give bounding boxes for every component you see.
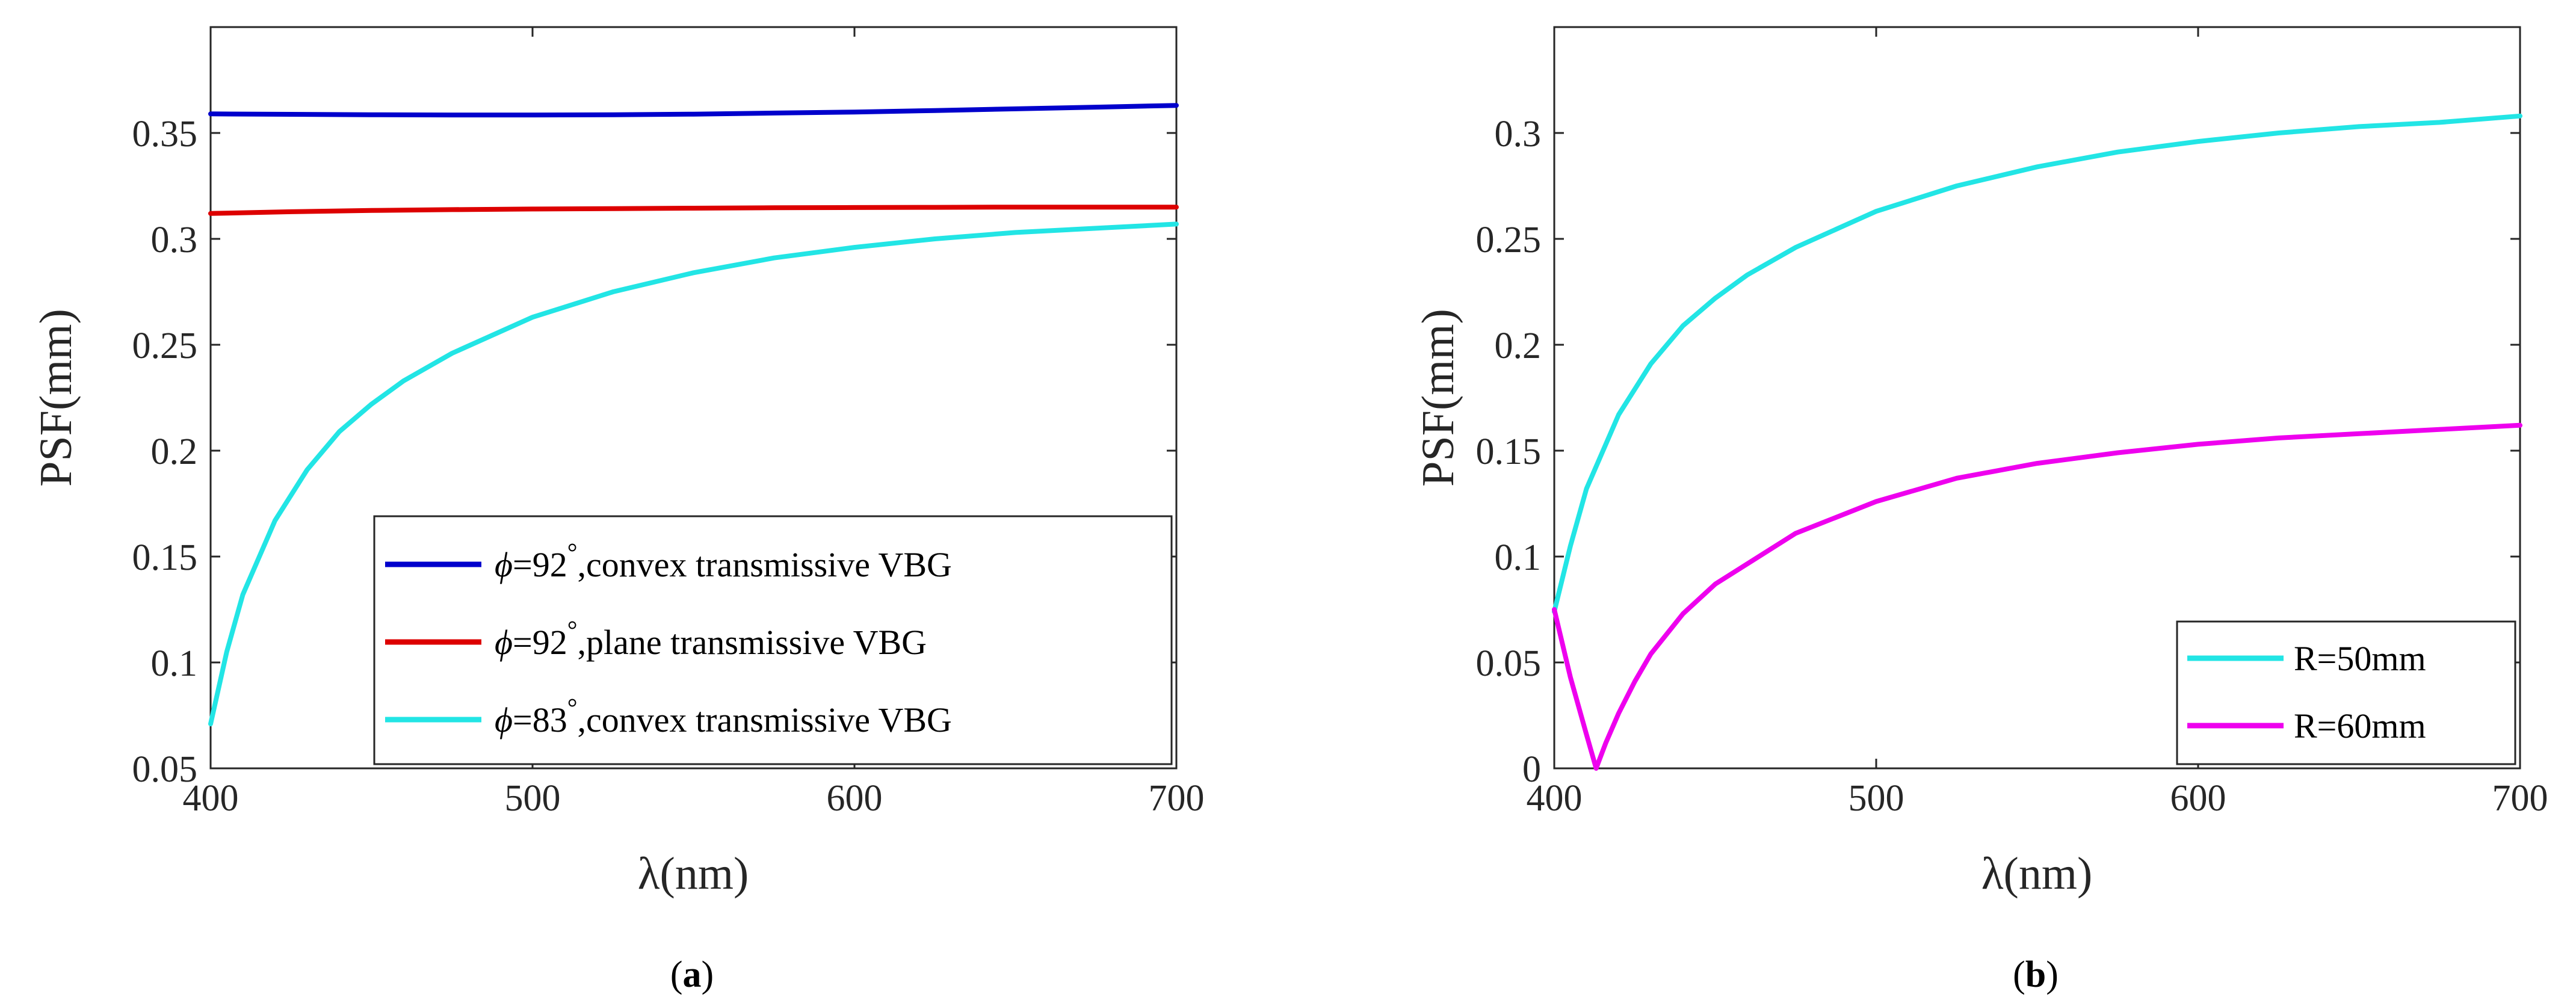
panel-b-series-line-1 bbox=[1552, 113, 2522, 614]
legend-description: ,plane transmissive VBG bbox=[578, 623, 927, 662]
panel-b-legend-box bbox=[2176, 620, 2516, 765]
panel-b-x-tick-label: 600 bbox=[2170, 778, 2226, 819]
panel-a-x-tick-label: 400 bbox=[183, 778, 239, 819]
caption-open-paren: ( bbox=[670, 954, 683, 995]
panel-a-y-axis-label: PSF(mm) bbox=[31, 309, 81, 487]
panel-a-series-group bbox=[208, 103, 1179, 727]
caption-letter: a bbox=[683, 954, 702, 995]
panel-a-y-tick-label: 0.25 bbox=[132, 326, 198, 366]
panel-a-legend-box bbox=[373, 515, 1173, 765]
caption-letter: b bbox=[2025, 954, 2046, 995]
degree-symbol: ° bbox=[567, 539, 578, 567]
panel-b-y-tick-label: 0.05 bbox=[1476, 643, 1542, 684]
panel-a-legend: ϕ=92°,convex transmissive VBG ϕ=92°,plan… bbox=[373, 515, 1173, 765]
panel-a-chart: 400 500 600 700 0.05 0.1 0.15 0.2 0.25 0.3 0.35 λ(… bbox=[31, 26, 1205, 995]
panel-a-y-tick-label: 0.15 bbox=[132, 537, 198, 578]
panel-a-x-axis-label: λ(nm) bbox=[638, 848, 749, 899]
panel-b-x-axis-label: λ(nm) bbox=[1981, 848, 2093, 899]
caption-close-paren: ) bbox=[702, 954, 714, 995]
panel-b-y-tick-label: 0.1 bbox=[1495, 537, 1542, 578]
legend-description: ,convex transmissive VBG bbox=[578, 545, 952, 584]
panel-b-chart: 400 500 600 700 0 0.05 0.1 0.15 0.2 0.25 0.3 λ(nm)… bbox=[1413, 26, 2548, 995]
angle-value: =83 bbox=[513, 700, 567, 739]
panel-a-y-tick-label: 0.2 bbox=[151, 431, 198, 472]
panel-a-y-tick-label: 0.1 bbox=[151, 643, 198, 684]
panel-b-legend-entry-2: R=60mm bbox=[2294, 706, 2426, 745]
legend-description: ,convex transmissive VBG bbox=[578, 700, 952, 739]
panel-b-ticks-group: 400 500 600 700 0 0.05 0.1 0.15 0.2 0.25 0.3 bbox=[1476, 27, 2548, 819]
panel-b-x-tick-label: 700 bbox=[2492, 778, 2548, 819]
degree-symbol: ° bbox=[567, 694, 578, 722]
panel-b-series-group bbox=[1552, 113, 2522, 771]
panel-b-y-tick-label: 0.2 bbox=[1495, 326, 1542, 366]
angle-value: =92 bbox=[513, 545, 567, 584]
panel-b-y-tick-label: 0.3 bbox=[1495, 114, 1542, 155]
panel-b-x-tick-label: 400 bbox=[1527, 778, 1583, 819]
panel-b-y-axis-label: PSF(mm) bbox=[1413, 309, 1463, 487]
panel-a-legend-entry-1: ϕ=92°,convex transmissive VBG bbox=[495, 539, 952, 584]
phi-symbol: ϕ bbox=[495, 545, 513, 584]
panel-b-y-tick-label: 0.15 bbox=[1476, 431, 1542, 472]
panel-a-series-line-2 bbox=[208, 205, 1179, 216]
panel-b-series-line-2 bbox=[1552, 422, 2522, 771]
panel-b-legend-entry-1: R=50mm bbox=[2294, 639, 2426, 678]
panel-b-caption: (b) bbox=[2013, 954, 2059, 995]
panel-a-ticks-group: 400 500 600 700 0.05 0.1 0.15 0.2 0.25 0.3 0.35 bbox=[132, 27, 1205, 819]
degree-symbol: ° bbox=[567, 617, 578, 644]
caption-close-paren: ) bbox=[2046, 954, 2059, 995]
phi-symbol: ϕ bbox=[495, 623, 513, 662]
panel-a-x-tick-label: 600 bbox=[827, 778, 883, 819]
angle-value: =92 bbox=[513, 623, 567, 662]
panel-a-legend-entry-2: ϕ=92°,plane transmissive VBG bbox=[495, 617, 927, 662]
caption-open-paren: ( bbox=[2013, 954, 2025, 995]
panel-a-series-line-3 bbox=[208, 221, 1179, 727]
panel-b-legend: R=50mm R=60mm bbox=[2176, 620, 2516, 765]
panel-a-series-line-1 bbox=[208, 103, 1179, 118]
panel-a-x-tick-label: 500 bbox=[505, 778, 561, 819]
panel-b-y-tick-label: 0 bbox=[1522, 749, 1541, 790]
panel-a-legend-entry-3: ϕ=83°,convex transmissive VBG bbox=[495, 694, 952, 739]
panel-a-caption: (a) bbox=[670, 954, 714, 995]
panel-a-x-tick-label: 700 bbox=[1149, 778, 1205, 819]
panel-b-x-tick-label: 500 bbox=[1849, 778, 1904, 819]
panel-a-y-tick-label: 0.3 bbox=[151, 220, 198, 261]
panel-a-y-tick-label: 0.05 bbox=[132, 749, 198, 790]
panel-a-y-tick-label: 0.35 bbox=[132, 114, 198, 155]
panel-b-y-tick-label: 0.25 bbox=[1476, 220, 1542, 261]
phi-symbol: ϕ bbox=[495, 700, 513, 739]
